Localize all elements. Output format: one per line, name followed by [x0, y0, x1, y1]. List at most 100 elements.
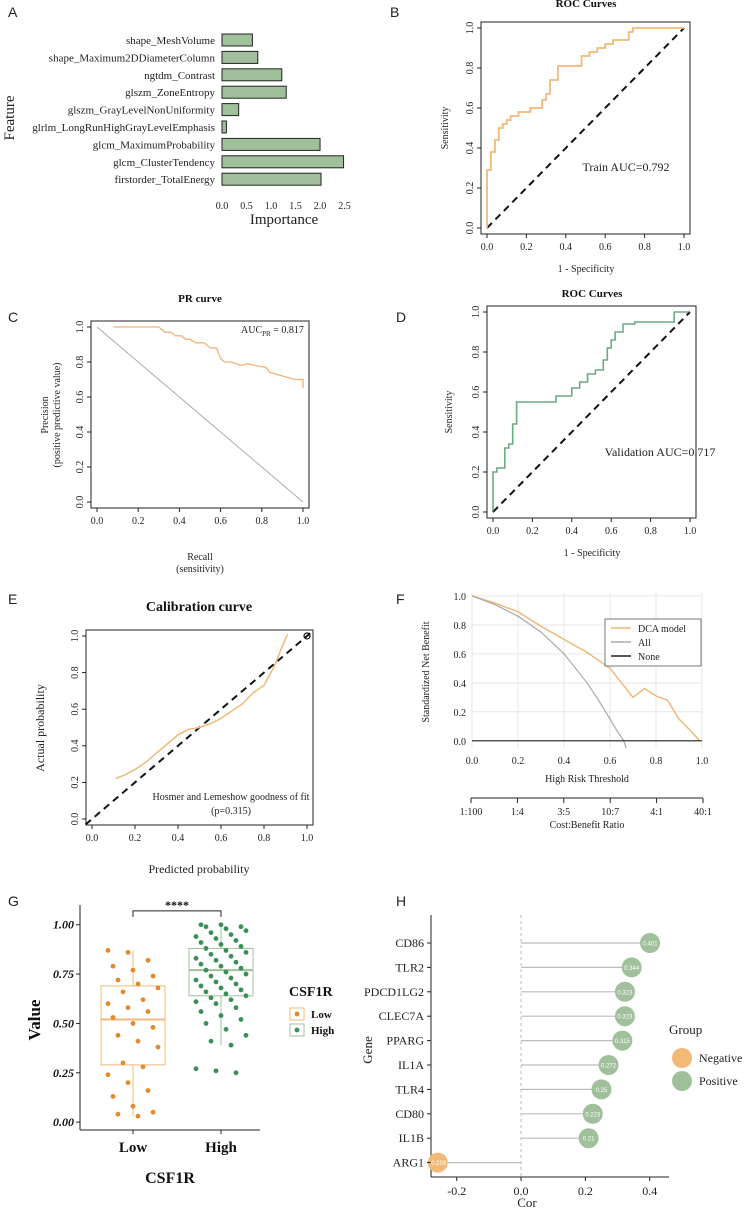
- x-tick-label: 0.2: [578, 1184, 593, 1198]
- data-point-low: [130, 1021, 136, 1026]
- x-tick-label: 0.8: [258, 833, 271, 844]
- data-point-high: [203, 1021, 209, 1026]
- bar: [221, 68, 283, 82]
- data-point-low: [115, 977, 121, 983]
- data-point-high: [213, 936, 219, 941]
- gene-label: CD86: [395, 936, 424, 950]
- gene-label: ARG1: [393, 1156, 424, 1170]
- x-tick-label: 0.8: [650, 756, 663, 767]
- x-tick-label: 0.2: [526, 526, 539, 537]
- panel-label-a: A: [8, 4, 18, 20]
- chart-b-roc-train: 0.0 0.2 0.4 0.6 0.8 1.0 0.0 0.2 0.4 0.6 0.8 1.0 ROC …: [440, 0, 691, 275]
- chart-e-calibration: 0.0 0.2 0.4 0.6 0.8 1.0 0.0 0.2 0.4 0.6 0.8 1.0 Cali…: [33, 600, 315, 876]
- data-point-high: [208, 951, 214, 957]
- panel-label-b: B: [390, 4, 399, 20]
- x-tick-label: 0.0: [481, 242, 494, 253]
- y-tick-label: 1.0: [75, 321, 86, 334]
- lollipop-dot: [614, 1006, 635, 1027]
- x-axis-label: 1 - Specificity: [564, 548, 621, 559]
- x-tick-label: 0.6: [215, 833, 228, 844]
- legend-label: High: [311, 1025, 334, 1037]
- legend-title: CSF1R: [289, 985, 333, 1000]
- data-point-high: [198, 961, 204, 967]
- lollipop-dot: [640, 933, 661, 953]
- legend-label: None: [638, 652, 660, 663]
- data-point-high: [238, 987, 244, 993]
- x-tick-label: 1.0: [265, 201, 278, 212]
- data-point-high: [228, 975, 234, 981]
- ratio-tick-label: 4:1: [650, 807, 663, 818]
- data-point-high: [218, 1013, 224, 1018]
- roc-curve-line: [486, 27, 684, 228]
- y-axis-label: Gene: [360, 1036, 375, 1064]
- data-point-high: [238, 944, 244, 949]
- data-point-low: [125, 1005, 131, 1011]
- y-tick-label: 0.0: [471, 506, 482, 519]
- gene-label: PPARG: [386, 1034, 424, 1048]
- x-tick-label: 0.4: [558, 756, 571, 767]
- y-tick-label: 0.50: [53, 1016, 74, 1030]
- data-point-high: [198, 983, 204, 989]
- y-axis-label: Precision: [40, 396, 51, 433]
- data-point-high: [238, 924, 244, 930]
- data-point-high: [243, 971, 249, 977]
- bar-category-label: ngtdm_Contrast: [144, 70, 215, 82]
- data-point-high: [193, 977, 199, 983]
- data-point-high: [218, 963, 224, 969]
- ratio-tick-label: 40:1: [694, 807, 712, 818]
- data-point-low: [135, 1038, 141, 1044]
- data-point-high: [223, 969, 229, 975]
- gene-label: CD80: [395, 1107, 424, 1121]
- x-axis-label-secondary: Cost:Benefit Ratio: [550, 820, 625, 831]
- panel-label-g: G: [8, 893, 19, 909]
- legend-swatch-dot: [294, 1027, 300, 1033]
- data-point-high: [203, 946, 209, 951]
- data-point-high: [233, 981, 239, 987]
- significance-bracket: [132, 910, 222, 917]
- gene-label: TLR2: [395, 960, 424, 974]
- x-tick-label: 2.0: [314, 201, 327, 212]
- y-axis-label: Feature: [2, 95, 18, 140]
- x-axis-label: CSF1R: [145, 1170, 195, 1187]
- reference-diagonal: [492, 311, 691, 513]
- x-tick-label: 0.4: [173, 516, 186, 527]
- data-point-high: [233, 938, 239, 943]
- data-point-high: [208, 995, 214, 1001]
- data-point-low: [110, 1094, 116, 1099]
- ratio-tick-label: 3:5: [557, 807, 570, 818]
- data-point-high: [238, 965, 244, 971]
- data-point-high: [203, 989, 209, 995]
- data-point-high: [233, 959, 239, 965]
- x-tick-label: 0.8: [256, 516, 269, 527]
- y-tick-label: 0.4: [465, 142, 476, 155]
- x-axis-label: High Risk Threshold: [545, 774, 629, 785]
- data-point-high: [193, 955, 199, 961]
- data-point-high: [238, 1017, 244, 1022]
- bar: [221, 120, 227, 134]
- x-tick-label: 0.0: [514, 1184, 529, 1198]
- data-point-high: [193, 999, 199, 1005]
- series-line: [471, 595, 701, 742]
- y-tick-label: 1.00: [53, 918, 74, 932]
- roc-curve-line: [492, 311, 690, 512]
- panel-label-f: F: [396, 591, 405, 607]
- data-point-high: [213, 1001, 219, 1007]
- y-tick-label: 0.6: [465, 102, 476, 115]
- data-point-low: [135, 1113, 141, 1119]
- y-tick-label: 0.8: [70, 666, 81, 679]
- bar: [221, 103, 240, 117]
- bar-category-label: shape_MeshVolume: [126, 35, 215, 47]
- data-point-low: [150, 973, 156, 979]
- y-tick-label: 1.0: [454, 592, 467, 603]
- data-point-low: [105, 1072, 111, 1078]
- lollipop-value-label: 0.401: [643, 942, 659, 948]
- gene-label: TLR4: [395, 1082, 424, 1096]
- y-tick-label: 0.25: [53, 1066, 74, 1080]
- x-tick-label: 0.2: [132, 516, 145, 527]
- data-point-low: [140, 1064, 146, 1070]
- x-tick-label: 1.0: [301, 833, 314, 844]
- auc-annotation: AUCPR = 0.817: [241, 325, 304, 338]
- y-tick-label: 0.00: [53, 1115, 74, 1129]
- gene-label: CLEC7A: [379, 1009, 425, 1023]
- x-axis-label: Predicted probability: [149, 862, 250, 876]
